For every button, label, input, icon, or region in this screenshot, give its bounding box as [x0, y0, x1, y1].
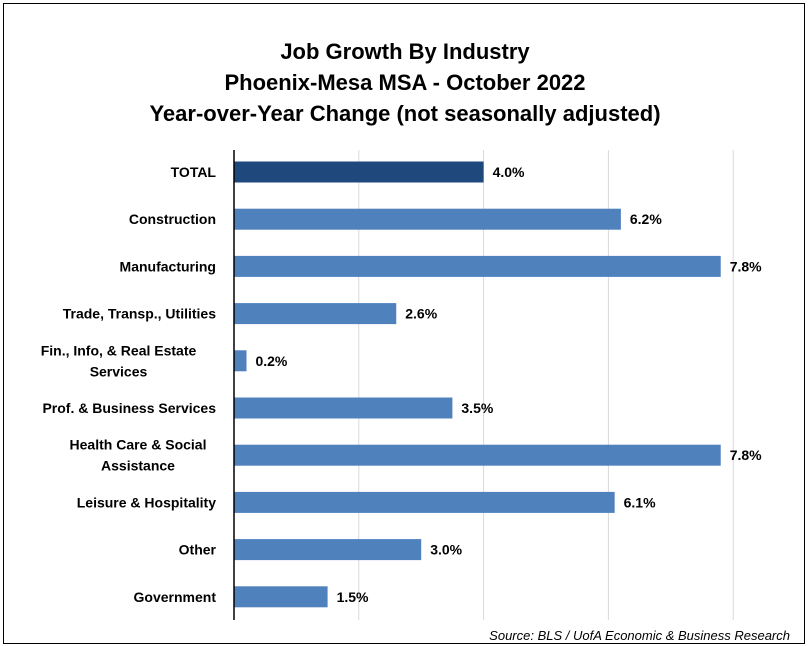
- bar: [234, 350, 247, 372]
- category-label: Government: [134, 589, 217, 605]
- bar: [234, 208, 621, 230]
- category-label: Fin., Info, & Real Estate Services: [41, 342, 197, 379]
- chart-title-line-1: Job Growth By Industry: [280, 39, 530, 64]
- category-label: Health Care & Social Assistance: [70, 437, 207, 474]
- source-note: Source: BLS / UofA Economic & Business R…: [489, 628, 790, 643]
- category-label: Leisure & Hospitality: [77, 494, 216, 510]
- bar: [234, 255, 721, 277]
- data-label: 3.5%: [461, 400, 493, 416]
- bar: [234, 444, 721, 466]
- bar: [234, 161, 484, 183]
- category-label: TOTAL: [171, 164, 217, 180]
- data-label: 7.8%: [730, 447, 762, 463]
- data-label: 3.0%: [430, 542, 462, 558]
- category-label: Trade, Transp., Utilities: [63, 306, 216, 322]
- chart-title: Job Growth By Industry Phoenix-Mesa MSA …: [4, 36, 806, 129]
- data-label: 7.8%: [730, 258, 762, 274]
- category-label: Prof. & Business Services: [42, 400, 216, 416]
- category-label: Manufacturing: [120, 258, 216, 274]
- chart-title-line-2: Phoenix-Mesa MSA - October 2022: [224, 70, 586, 95]
- data-label: 1.5%: [337, 589, 369, 605]
- data-label: 4.0%: [493, 164, 525, 180]
- chart-title-line-3: Year-over-Year Change (not seasonally ad…: [149, 101, 661, 126]
- data-label: 2.6%: [405, 306, 437, 322]
- data-label: 0.2%: [255, 353, 287, 369]
- category-label: Other: [179, 542, 217, 558]
- bar: [234, 539, 422, 561]
- bar: [234, 586, 328, 608]
- data-label: 6.1%: [624, 494, 656, 510]
- category-label: Construction: [129, 211, 216, 227]
- data-label: 6.2%: [630, 211, 662, 227]
- bar: [234, 303, 397, 325]
- bar: [234, 491, 615, 513]
- chart-frame: Job Growth By Industry Phoenix-Mesa MSA …: [3, 3, 805, 644]
- bar: [234, 397, 453, 419]
